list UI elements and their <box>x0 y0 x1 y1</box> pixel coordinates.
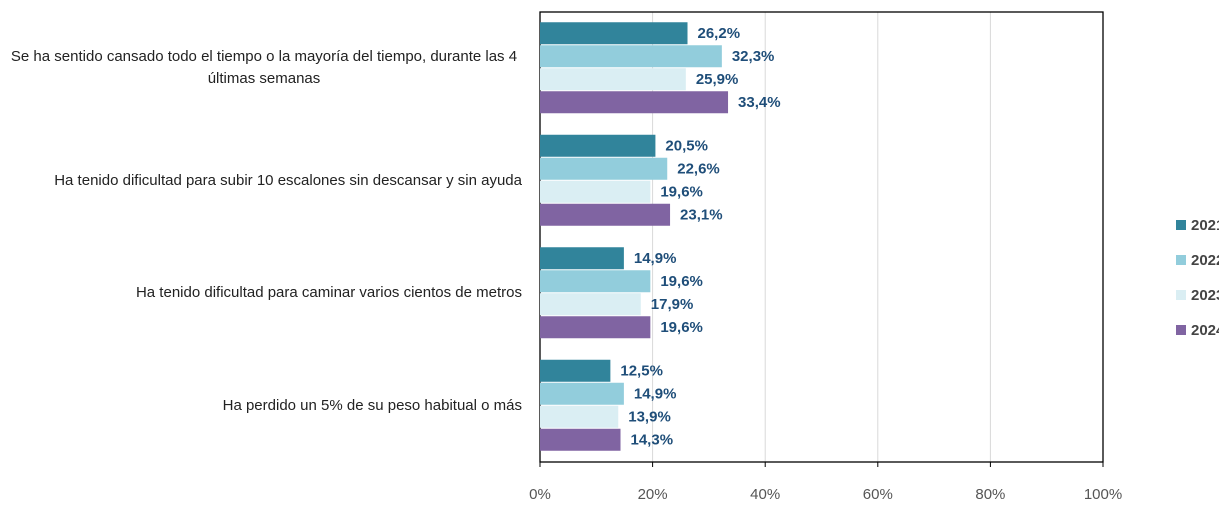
value-label: 14,9% <box>634 250 677 267</box>
bar <box>540 68 686 91</box>
x-tick-label: 0% <box>529 486 551 503</box>
value-label: 14,3% <box>631 432 674 449</box>
category-label: Ha perdido un 5% de su peso habitual o m… <box>0 395 522 417</box>
category-text: Ha perdido un 5% de su peso habitual o m… <box>222 396 522 414</box>
value-label: 20,5% <box>665 138 708 155</box>
bar <box>540 180 651 203</box>
bar <box>540 405 619 428</box>
legend-swatch <box>1176 255 1186 265</box>
x-tick-label: 60% <box>863 486 893 503</box>
legend-swatch <box>1176 220 1186 230</box>
value-label: 22,6% <box>677 161 720 178</box>
value-label: 12,5% <box>620 363 663 380</box>
plot-frame <box>539 11 1104 463</box>
x-tick-label: 80% <box>975 486 1005 503</box>
value-label: 23,1% <box>680 207 723 224</box>
x-tick-label: 40% <box>750 486 780 503</box>
x-tick-label: 20% <box>638 486 668 503</box>
category-label: Ha tenido dificultad para caminar varios… <box>0 282 522 304</box>
category-text: Ha tenido dificultad para caminar varios… <box>135 284 522 302</box>
bar <box>540 22 688 45</box>
category-text: Ha tenido dificultad para subir 10 escal… <box>54 171 522 189</box>
bar <box>540 428 621 451</box>
value-label: 33,4% <box>738 94 781 111</box>
value-label: 32,3% <box>732 48 775 65</box>
bar <box>540 382 624 405</box>
bar <box>540 91 729 114</box>
bar <box>540 247 624 270</box>
bar <box>540 316 651 339</box>
bar <box>540 203 671 226</box>
category-text: Se ha sentido cansado todo el tiempo o l… <box>10 48 518 88</box>
bar <box>540 134 656 157</box>
value-label: 19,6% <box>660 319 703 336</box>
value-label: 25,9% <box>696 71 739 88</box>
bar <box>540 359 611 382</box>
x-tick-label: 100% <box>1084 486 1122 503</box>
value-label: 14,9% <box>634 386 677 403</box>
value-label: 13,9% <box>628 409 671 426</box>
legend-label: 2024 <box>1191 322 1219 339</box>
value-label: 19,6% <box>660 273 703 290</box>
value-label: 17,9% <box>651 296 694 313</box>
legend-swatch <box>1176 290 1186 300</box>
legend-label: 2021 <box>1191 217 1219 234</box>
legend-label: 2023 <box>1191 287 1219 304</box>
bar <box>540 293 641 316</box>
category-label: Ha tenido dificultad para subir 10 escal… <box>0 170 522 192</box>
bar <box>540 270 651 293</box>
value-label: 26,2% <box>698 25 741 42</box>
bar <box>540 157 668 180</box>
legend-swatch <box>1176 325 1186 335</box>
category-label: Se ha sentido cansado todo el tiempo o l… <box>0 46 522 90</box>
bar <box>540 45 722 68</box>
value-label: 19,6% <box>660 184 703 201</box>
